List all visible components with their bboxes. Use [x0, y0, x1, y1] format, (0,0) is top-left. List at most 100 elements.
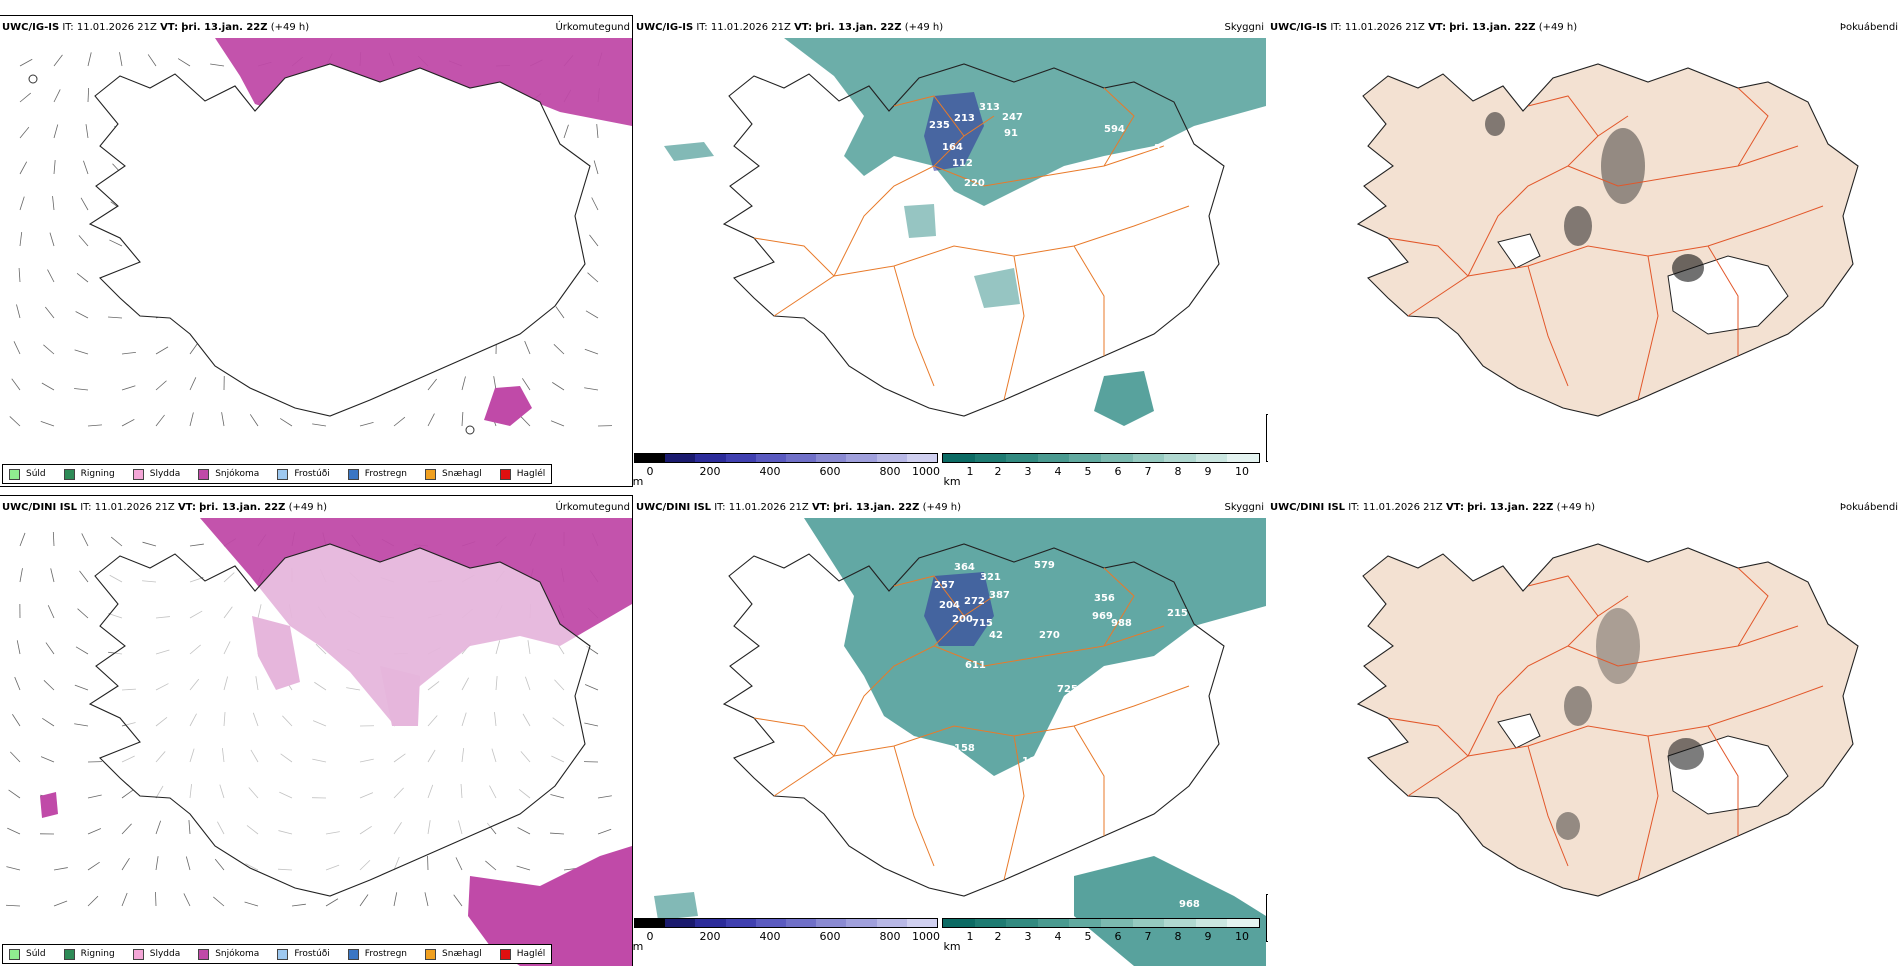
scale-tick: 600 [820, 465, 841, 478]
legend-swatch [277, 469, 288, 480]
cloud-base-value: 247 [1002, 112, 1023, 123]
wind-barb [42, 383, 54, 390]
wind-barb [156, 856, 158, 870]
scale-tick: 10 [1235, 930, 1249, 943]
fog-area [904, 204, 936, 238]
wind-barb [17, 640, 20, 654]
wind-barb [122, 858, 130, 870]
visibility-colorbar [942, 453, 1260, 463]
cloud-base-value: 364 [954, 562, 975, 573]
wind-barb [54, 125, 58, 138]
wind-barb [50, 233, 54, 246]
scale-tick: 10 [1235, 465, 1249, 478]
wind-barb [16, 304, 20, 318]
wind-barb [143, 542, 156, 546]
scale-tick: 7 [1145, 930, 1152, 943]
wind-barb [178, 59, 190, 66]
scale-tick: 6 [1115, 930, 1122, 943]
precip-type-panel-1: UWC/IG-IS IT: 11.01.2026 21Z VT: þri. 13… [0, 16, 632, 486]
fog-patch [1485, 112, 1505, 136]
wind-barb [45, 307, 54, 318]
legend-item-snjokoma: Snjókoma [198, 469, 259, 480]
cloud-base-value: 988 [1111, 618, 1132, 629]
wind-barb [20, 533, 25, 546]
road-line [1074, 726, 1104, 836]
cloud-base-value: 91 [1004, 128, 1018, 139]
wind-barb [7, 828, 20, 834]
wind-barb [75, 685, 88, 690]
panel-title: UWC/DINI ISL IT: 11.01.2026 21Z VT: þri.… [2, 502, 327, 513]
iceland-outline [90, 544, 590, 896]
scale-tick: 800 [880, 930, 901, 943]
wind-barb [108, 317, 122, 318]
cloud-base-value: 257 [934, 580, 955, 591]
wind-barb [584, 388, 598, 390]
panel-tag: Úrkomutegund [555, 22, 630, 33]
wind-barb [51, 568, 54, 582]
cloud-base-value: 200 [952, 614, 973, 625]
wind-barb [485, 861, 496, 870]
legend-swatch [425, 949, 436, 960]
wind-barb [148, 54, 156, 66]
wind-barb [210, 64, 224, 66]
legend-swatch [425, 469, 436, 480]
panel-tag: Skyggni [1224, 22, 1264, 33]
scale-tick: 8 [1175, 930, 1182, 943]
fog-area [664, 142, 714, 161]
height-colorbar [634, 918, 938, 928]
wind-barb [15, 677, 20, 690]
wind-barb [184, 893, 190, 906]
wind-barb [189, 820, 190, 834]
wind-barb [598, 796, 612, 798]
wind-barb [82, 533, 88, 546]
scale-tick: 200 [700, 465, 721, 478]
scale-unit: m [633, 475, 644, 488]
wind-barb [454, 895, 462, 906]
wind-barb [41, 421, 54, 426]
road-line [894, 266, 934, 386]
cloud-base-value: 204 [939, 600, 960, 611]
wind-barb [88, 862, 100, 870]
legend-item-snjokoma: Snjókoma [198, 949, 259, 960]
cloud-base-value: 215 [1167, 608, 1188, 619]
precip-legend: Súld Rigning Slydda Snjókoma Frostúði Fr… [2, 464, 552, 484]
wind-barb [88, 829, 101, 834]
wind-barb [213, 897, 224, 906]
panel-tag: Úrkomutegund [555, 502, 630, 513]
wind-barb [594, 161, 598, 174]
wind-barb [20, 162, 27, 174]
scale-tick: 6 [1115, 465, 1122, 478]
wind-barb [292, 904, 306, 906]
wind-barb [556, 307, 564, 318]
legend-swatch [198, 469, 209, 480]
legend-swatch [348, 469, 359, 480]
snow-area [484, 386, 532, 426]
cloud-base-value: 611 [965, 660, 986, 671]
wind-barb [462, 412, 463, 426]
scale-tick: 9 [1205, 930, 1212, 943]
wind-barb [53, 196, 54, 210]
wind-barb [394, 892, 397, 906]
wind-barb [550, 833, 564, 834]
scale-tick: 3 [1025, 930, 1032, 943]
wind-barb [88, 52, 91, 66]
wind-barb [584, 723, 598, 726]
fog-patch [1596, 608, 1640, 684]
fog-patch [1556, 812, 1580, 840]
wind-barb [394, 417, 405, 426]
legend-swatch [133, 949, 144, 960]
wind-barb [517, 866, 530, 870]
panel-title: UWC/IG-IS IT: 11.01.2026 21Z VT: þri. 13… [1270, 22, 1577, 33]
wind-barb [20, 59, 32, 66]
scale-unit: km [943, 475, 960, 488]
wind-barb [81, 198, 88, 210]
cloud-base-value: 594 [1104, 124, 1125, 135]
wind-barb [74, 388, 88, 390]
height-scale-1: m 0 200 400 600 800 1000 [634, 453, 938, 481]
cloud-base-value: 969 [1092, 611, 1113, 622]
wind-barb [250, 414, 258, 426]
panel-tag: Þokuábendi [1840, 502, 1898, 513]
wind-barb [76, 647, 88, 654]
road-line [1074, 246, 1104, 356]
